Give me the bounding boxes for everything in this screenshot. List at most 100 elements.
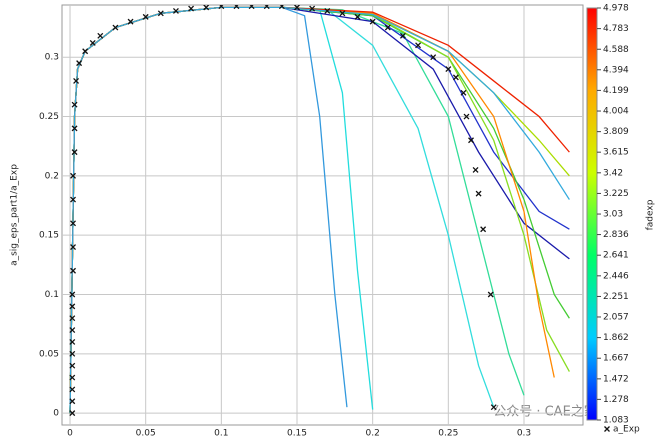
- exp-point: [463, 113, 470, 120]
- colorbar-tick-label: 4.783: [603, 24, 629, 34]
- colorbar-tick-label: 4.004: [603, 107, 629, 117]
- exp-point: [112, 24, 119, 31]
- y-axis-label: a_sig_eps_part1/a_Exp: [10, 164, 20, 266]
- colorbar-tick-label: 3.225: [603, 189, 629, 199]
- y-tick-label: 0.25: [39, 112, 59, 122]
- colorbar-label: fadexp: [646, 199, 656, 230]
- colorbar-tick-label: 4.588: [603, 45, 629, 55]
- colorbar-tick-label: 1.862: [603, 333, 629, 343]
- exp-point: [69, 374, 76, 381]
- exp-point: [69, 327, 76, 334]
- exp-point: [69, 362, 76, 369]
- plot-area: [61, 4, 584, 426]
- exp-point: [475, 190, 482, 197]
- exp-point: [69, 410, 76, 417]
- series-line: [69, 6, 570, 414]
- colorbar-tick-label: 1.472: [603, 374, 629, 384]
- colorbar-tick-label: 2.836: [603, 230, 629, 240]
- y-tick-label: 0: [53, 409, 59, 419]
- exp-point: [203, 5, 210, 11]
- exp-point: [399, 32, 406, 39]
- colorbar-tick-label: 2.251: [603, 292, 629, 302]
- plot-layer: [69, 5, 570, 417]
- exp-point: [69, 315, 76, 322]
- colorbar-tick-label: 4.199: [603, 86, 629, 96]
- exp-point: [233, 5, 240, 10]
- exp-point: [70, 244, 77, 250]
- y-tick-label: 0.2: [45, 171, 59, 181]
- colorbar-tick-label: 1.083: [603, 416, 629, 426]
- exp-point: [218, 5, 225, 10]
- colorbar-tick-label: 3.809: [603, 127, 629, 137]
- colorbar-tick-label: 1.278: [603, 395, 629, 405]
- x-tick-label: 0: [67, 429, 73, 439]
- colorbar-tick-label: 1.667: [603, 354, 629, 364]
- y-tick-label: 0.1: [45, 290, 59, 300]
- exp-point: [248, 5, 255, 10]
- exp-point: [415, 42, 422, 49]
- exp-point: [324, 7, 331, 14]
- exp-point: [82, 48, 89, 55]
- colorbar-tick-label: 4.978: [603, 4, 629, 14]
- watermark: 公众号 · CAE之家: [493, 404, 597, 420]
- exp-point: [490, 404, 497, 411]
- exp-point: [69, 398, 76, 405]
- exp-point: [70, 267, 77, 274]
- colorbar-tick-label: 3.03: [603, 210, 623, 220]
- exp-point: [339, 10, 346, 17]
- legend-marker: [604, 426, 610, 432]
- exp-point: [71, 149, 78, 156]
- y-tick-label: 0.15: [39, 231, 59, 241]
- exp-point: [69, 386, 76, 393]
- exp-point: [157, 10, 164, 17]
- exp-point: [172, 7, 179, 14]
- colorbar-tick-label: 3.42: [603, 168, 623, 178]
- colorbar-tick-label: 2.446: [603, 271, 629, 281]
- y-tick-label: 0.3: [45, 53, 59, 63]
- exp-point: [89, 40, 96, 46]
- colorbar-tick-label: 3.615: [603, 148, 629, 158]
- exp-point: [70, 172, 77, 179]
- exp-point: [480, 226, 487, 233]
- exp-point: [452, 74, 459, 81]
- legend-label: a_Exp: [613, 425, 640, 435]
- exp-point: [430, 54, 437, 61]
- exp-point: [263, 5, 270, 10]
- exp-point: [142, 13, 149, 20]
- exp-point: [354, 13, 361, 20]
- exp-point: [76, 60, 83, 67]
- x-tick-label: 0.15: [287, 429, 307, 439]
- x-tick-label: 0.1: [214, 429, 228, 439]
- x-tick-label: 0.3: [517, 429, 531, 439]
- x-tick-label: 0.05: [136, 429, 156, 439]
- exp-point: [369, 18, 376, 25]
- colorbar-tick-label: 2.057: [603, 312, 629, 322]
- exp-point: [188, 5, 195, 12]
- exp-point: [71, 101, 78, 108]
- exp-point: [460, 89, 467, 96]
- exp-point: [70, 196, 77, 203]
- exp-point: [69, 350, 76, 357]
- exp-point: [71, 125, 78, 132]
- exp-point: [69, 291, 76, 298]
- colorbar-tick-label: 4.394: [603, 65, 629, 75]
- exp-point: [278, 5, 285, 10]
- exp-point: [294, 5, 300, 11]
- exp-point: [73, 77, 80, 84]
- exp-point: [384, 24, 391, 31]
- colorbar: [586, 7, 598, 421]
- exp-point: [468, 137, 474, 144]
- exp-point: [97, 32, 104, 39]
- exp-point: [472, 166, 479, 173]
- x-tick-label: 0.25: [438, 429, 458, 439]
- exp-point: [69, 303, 76, 310]
- exp-point: [127, 18, 134, 25]
- exp-point: [487, 291, 494, 298]
- exp-point: [445, 66, 452, 73]
- x-tick-label: 0.2: [365, 429, 379, 439]
- exp-point: [69, 338, 76, 345]
- colorbar-tick-label: 2.641: [603, 251, 629, 261]
- y-tick-label: 0.05: [39, 349, 59, 359]
- exp-point: [309, 5, 316, 12]
